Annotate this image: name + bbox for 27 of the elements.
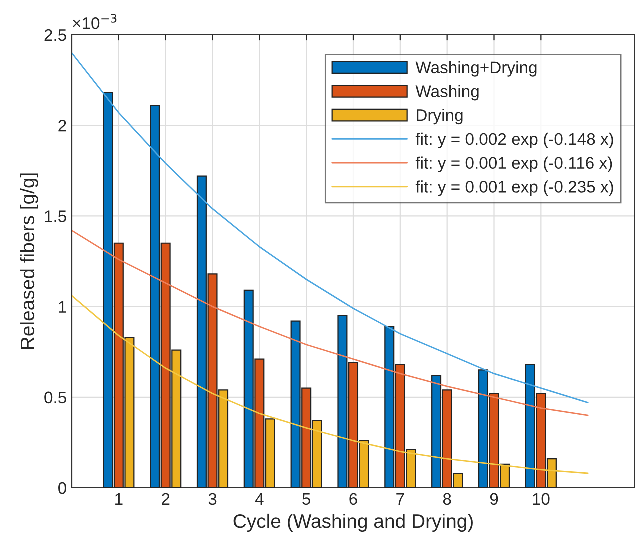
- y-tick-label: 1.5: [45, 210, 66, 222]
- line-series: [72, 230, 589, 416]
- y-axis-title: Released fibers [g/g]: [20, 174, 38, 350]
- x-tick-label: 6: [350, 493, 358, 506]
- x-tick-label: 1: [116, 493, 123, 505]
- x-tick-label: 4: [255, 493, 264, 505]
- y-tick-label: 0.5: [44, 392, 66, 404]
- legend-label: Washing+Drying: [416, 61, 537, 77]
- x-tick-label: 8: [443, 493, 452, 506]
- line-series: [72, 295, 589, 474]
- x-tick-label: 2: [162, 493, 170, 505]
- text: ×10$^{−3}$: [73, 14, 117, 30]
- y-tick-label: 2.5: [44, 29, 66, 42]
- y-tick-label: 2: [58, 120, 66, 132]
- x-tick-label: 9: [490, 493, 498, 506]
- legend-label: Washing: [416, 85, 479, 101]
- x-tick-label: 5: [302, 493, 311, 506]
- y-tick-label: 1: [59, 301, 66, 313]
- legend-label: fit: y = 0.002 exp (-0.148 x): [416, 132, 614, 148]
- legend-label: Drying: [417, 109, 463, 125]
- legend-label: fit: y = 0.001 exp (-0.235 x): [416, 180, 614, 196]
- x-axis-title: Cycle (Washing and Drying): [234, 514, 473, 532]
- y-tick-label: 0: [58, 482, 66, 494]
- legend-label: fit: y = 0.001 exp (-0.116 x): [416, 156, 612, 172]
- x-tick-label: 10: [533, 493, 550, 506]
- x-tick-label: 7: [396, 493, 404, 505]
- x-tick-label: 3: [208, 493, 217, 506]
